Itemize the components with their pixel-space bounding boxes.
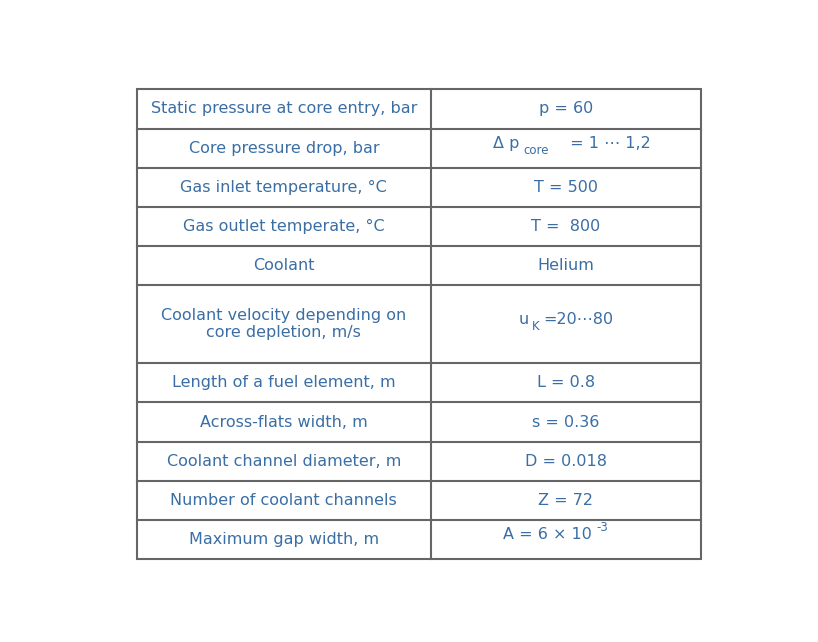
Text: T =  800: T = 800 (532, 219, 600, 234)
Text: Coolant: Coolant (253, 258, 315, 273)
Text: Gas outlet temperate, °C: Gas outlet temperate, °C (183, 219, 384, 234)
Text: Coolant velocity depending on
core depletion, m/s: Coolant velocity depending on core deple… (161, 308, 407, 340)
Text: Δ p: Δ p (493, 136, 519, 151)
Text: Z = 72: Z = 72 (538, 493, 593, 508)
Text: p = 60: p = 60 (539, 101, 593, 116)
Text: s = 0.36: s = 0.36 (533, 415, 600, 429)
Text: Number of coolant channels: Number of coolant channels (170, 493, 398, 508)
Text: L = 0.8: L = 0.8 (537, 376, 595, 390)
Text: u: u (519, 312, 528, 327)
Text: core: core (524, 144, 549, 157)
Text: Coolant channel diameter, m: Coolant channel diameter, m (167, 454, 401, 469)
Text: D = 0.018: D = 0.018 (525, 454, 607, 469)
Text: Helium: Helium (537, 258, 595, 273)
Text: T = 500: T = 500 (534, 180, 598, 195)
Text: Maximum gap width, m: Maximum gap width, m (189, 532, 379, 547)
Text: = 1 ⋯ 1,2: = 1 ⋯ 1,2 (564, 136, 650, 151)
Bar (137, 89, 701, 559)
Text: Static pressure at core entry, bar: Static pressure at core entry, bar (151, 101, 417, 116)
Text: Across-flats width, m: Across-flats width, m (200, 415, 367, 429)
Text: =20⋯80: =20⋯80 (544, 312, 614, 327)
Text: Core pressure drop, bar: Core pressure drop, bar (188, 141, 379, 155)
Text: Gas inlet temperature, °C: Gas inlet temperature, °C (181, 180, 387, 195)
Text: Length of a fuel element, m: Length of a fuel element, m (172, 376, 396, 390)
Text: A = 6 × 10: A = 6 × 10 (502, 528, 591, 542)
Text: -3: -3 (596, 521, 608, 534)
Text: K: K (533, 320, 540, 333)
